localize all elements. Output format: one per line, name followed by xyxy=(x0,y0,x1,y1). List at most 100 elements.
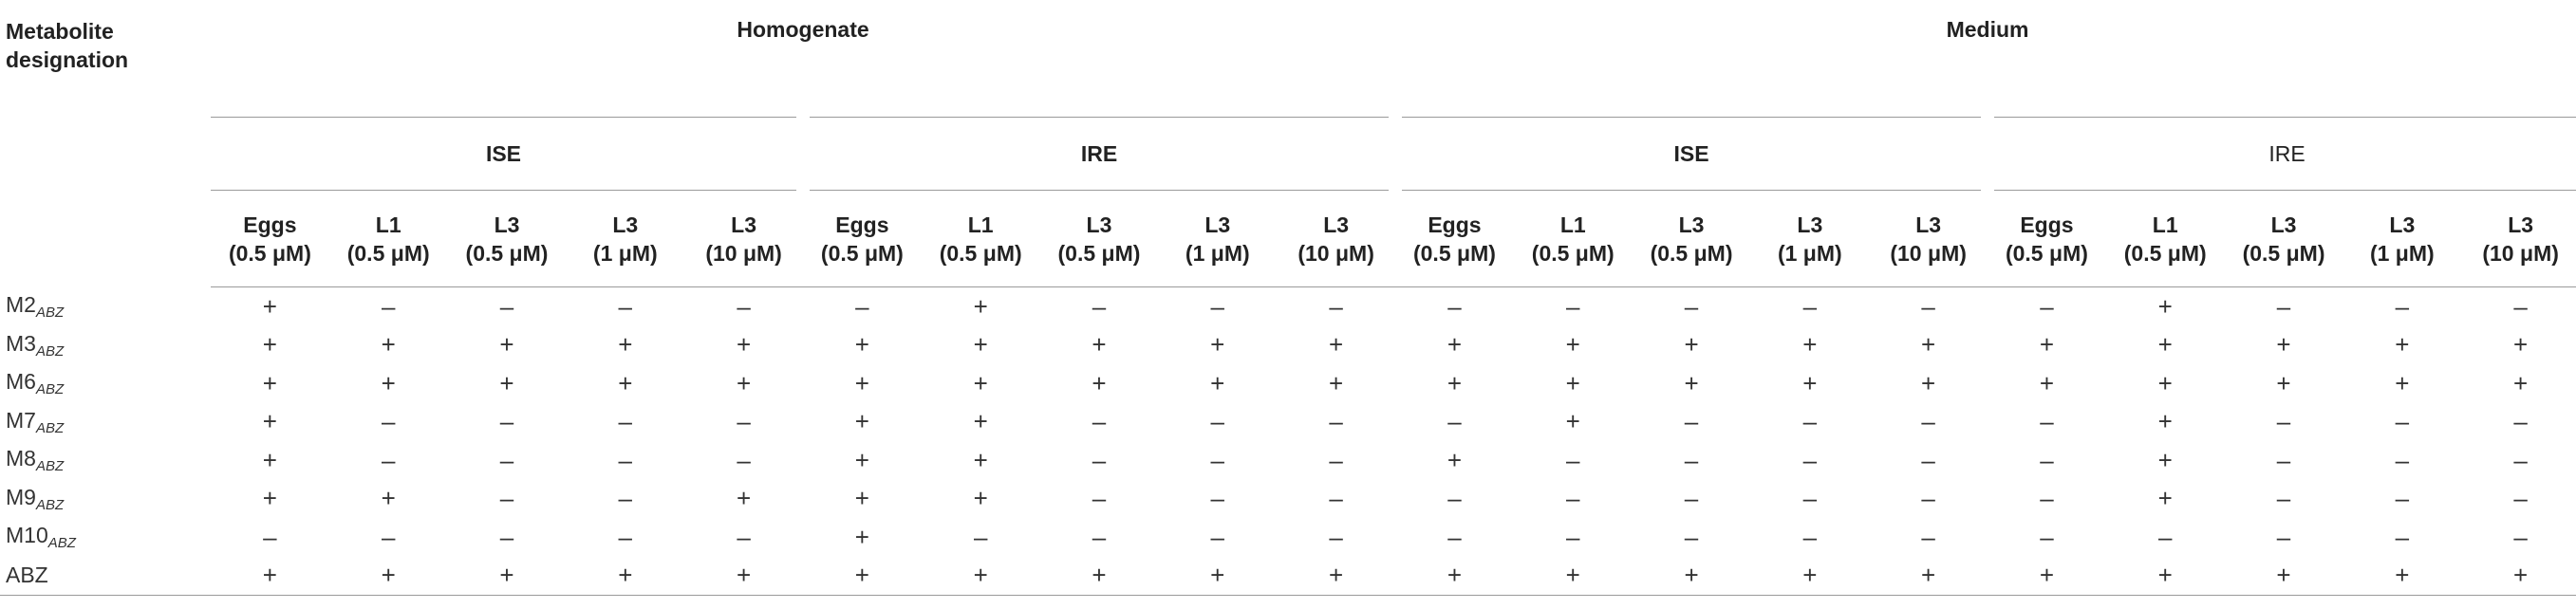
column-stage: L3 xyxy=(2389,212,2416,237)
detection-cell: – xyxy=(1802,445,1818,474)
detection-cell: – xyxy=(1329,484,1343,513)
table-row: M3ABZ + + + + + + + + + + + + + + + + + + + + xyxy=(0,326,2576,365)
metabolite-base: M8 xyxy=(6,446,36,471)
column-header: L3 (1 μM) xyxy=(566,190,685,287)
detection-cell: – xyxy=(1684,484,1699,513)
detection-cell: + xyxy=(499,368,514,397)
detection-cell: + xyxy=(1565,368,1580,397)
column-concentration: (0.5 μM) xyxy=(1057,240,1141,266)
detection-cell: – xyxy=(2276,291,2291,321)
detection-cell: + xyxy=(854,330,869,360)
detection-cell: – xyxy=(381,291,396,321)
metabolite-name: M8ABZ xyxy=(0,441,211,480)
column-concentration: (1 μM) xyxy=(1777,240,1842,266)
column-header: Eggs (0.5 μM) xyxy=(1988,190,2106,287)
detection-cell: – xyxy=(381,407,396,436)
detection-cell: + xyxy=(1750,556,1870,596)
column-stage: L3 xyxy=(612,212,639,237)
detection-cell: + xyxy=(1921,330,1936,360)
column-concentration: (0.5 μM) xyxy=(2005,240,2088,266)
detection-cell: + xyxy=(1092,330,1107,360)
metabolite-name: M10ABZ xyxy=(0,518,211,557)
detection-cell: – xyxy=(1092,291,1107,321)
column-concentration: (0.5 μM) xyxy=(1412,240,1496,266)
column-stage: L3 xyxy=(494,212,520,237)
detection-cell: – xyxy=(1566,445,1580,474)
table-row: M10ABZ – – – – – + – – – – – – – – – – – – – – xyxy=(0,518,2576,557)
detection-cell: + xyxy=(2157,484,2173,513)
detection-cell: + xyxy=(1092,368,1107,397)
column-stage: Eggs xyxy=(243,212,297,237)
table-row: M8ABZ + – – – – + + – – – + – – – – – + – – – xyxy=(0,441,2576,480)
detection-cell: – xyxy=(737,291,751,321)
detection-cell: – xyxy=(1092,445,1107,474)
column-header: Eggs (0.5 μM) xyxy=(1395,190,1514,287)
detection-cell: – xyxy=(1684,291,1699,321)
column-concentration: (0.5 μM) xyxy=(465,240,549,266)
detection-cell: + xyxy=(499,330,514,360)
detection-cell: + xyxy=(262,484,277,513)
detection-cell: + xyxy=(2039,368,2055,397)
detection-cell: + xyxy=(2276,330,2291,360)
detection-cell: + xyxy=(973,368,988,397)
detection-cell: + xyxy=(802,556,922,596)
detection-cell: – xyxy=(1802,484,1818,513)
column-stage: Eggs xyxy=(835,212,889,237)
column-header: Eggs (0.5 μM) xyxy=(802,190,922,287)
detection-cell: + xyxy=(973,484,988,513)
metabolite-subscript: ABZ xyxy=(35,496,65,513)
column-concentration: (1 μM) xyxy=(592,240,658,266)
metabolite-name: M7ABZ xyxy=(0,403,211,442)
detection-cell: + xyxy=(1632,556,1751,596)
detection-cell: + xyxy=(381,368,396,397)
detection-cell: + xyxy=(1988,556,2106,596)
detection-cell: + xyxy=(2157,407,2173,436)
detection-cell: + xyxy=(618,368,633,397)
metabolite-base: M6 xyxy=(6,369,36,395)
detection-cell: + xyxy=(2513,330,2529,360)
column-header: L3 (10 μM) xyxy=(2461,190,2576,287)
metabolite-subscript: ABZ xyxy=(47,535,76,552)
column-concentration: (0.5 μM) xyxy=(2242,240,2325,266)
metabolite-name: ABZ xyxy=(0,556,211,596)
column-header: L1 (0.5 μM) xyxy=(921,190,1040,287)
column-header: L3 (10 μM) xyxy=(1277,190,1396,287)
detection-cell: + xyxy=(2461,556,2576,596)
column-stage: Eggs xyxy=(1428,212,1482,237)
metabolite-base: M9 xyxy=(6,484,36,509)
subgroup-header-medium-ire: IRE xyxy=(1981,117,2576,191)
group-header-medium: Medium xyxy=(1395,0,2576,118)
group-header-homogenate: Homogenate xyxy=(211,0,1396,118)
detection-cell: – xyxy=(1921,407,1935,436)
detection-cell: – xyxy=(737,445,751,474)
detection-cell: – xyxy=(2395,522,2410,551)
detection-cell: – xyxy=(1329,522,1343,551)
table-row: M2ABZ + – – – – – + – – – – – – – – – + – – – xyxy=(0,287,2576,326)
detection-cell: + xyxy=(973,330,988,360)
table-row: ABZ + + + + + + + + + + + + + + + + + + + + xyxy=(0,556,2576,596)
detection-cell: + xyxy=(736,368,752,397)
detection-cell: – xyxy=(1447,484,1462,513)
column-concentration: (10 μM) xyxy=(705,240,782,266)
corner-header: Metabolite designation xyxy=(0,0,211,287)
metabolite-base: M3 xyxy=(6,330,36,356)
detection-cell: + xyxy=(1684,368,1699,397)
detection-cell: – xyxy=(1921,445,1935,474)
detection-cell: – xyxy=(1566,291,1580,321)
metabolite-subscript: ABZ xyxy=(35,458,65,475)
metabolite-base: M10 xyxy=(6,523,48,548)
detection-cell: + xyxy=(1921,368,1936,397)
detection-cell: + xyxy=(1802,368,1818,397)
column-concentration: (1 μM) xyxy=(2369,240,2435,266)
column-stage: L3 xyxy=(1797,212,1823,237)
detection-cell: – xyxy=(1566,522,1580,551)
detection-cell: – xyxy=(1684,522,1699,551)
detection-cell: – xyxy=(1210,291,1224,321)
detection-cell: – xyxy=(2513,407,2528,436)
subgroup-header-homogenate-ire: IRE xyxy=(795,117,1403,191)
column-concentration: (0.5 μM) xyxy=(820,240,904,266)
column-header: L3 (0.5 μM) xyxy=(1039,190,1159,287)
detection-cell: + xyxy=(854,445,869,474)
metabolite-name: M6ABZ xyxy=(0,364,211,403)
